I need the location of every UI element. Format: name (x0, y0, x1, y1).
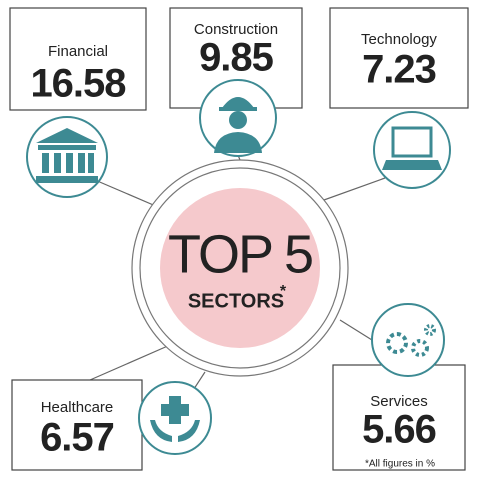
worker-icon (214, 97, 262, 153)
sector-value: 16.58 (30, 62, 126, 106)
sector-value: 7.23 (362, 48, 436, 92)
gears-icon (386, 324, 436, 357)
bank-icon (36, 128, 98, 183)
icon-ring (373, 111, 451, 189)
icon-ring (371, 303, 445, 377)
sector-box (9, 7, 147, 111)
sector-box (332, 364, 466, 471)
footnote: *All figures in % (365, 459, 435, 470)
health-icon (150, 396, 200, 442)
sector-label: Construction (194, 21, 278, 38)
sector-value: 5.66 (362, 408, 436, 452)
hub-fill (160, 188, 320, 348)
sector-label: Services (370, 393, 428, 410)
sector-label: Financial (48, 43, 108, 60)
laptop-icon (382, 126, 442, 170)
sector-value: 6.57 (40, 416, 114, 460)
title: TOP 5 (168, 224, 312, 284)
subtitle-mark: * (280, 283, 287, 300)
icons (26, 79, 451, 455)
subtitle: SECTORS (188, 290, 284, 312)
sector-box (11, 379, 143, 471)
sector-box (329, 7, 469, 109)
connector (89, 344, 171, 381)
sector-value: 9.85 (199, 36, 274, 80)
hub: TOP 5 SECTORS * (131, 159, 349, 377)
sector-label: Healthcare (41, 399, 114, 416)
sector-label: Technology (361, 31, 437, 48)
